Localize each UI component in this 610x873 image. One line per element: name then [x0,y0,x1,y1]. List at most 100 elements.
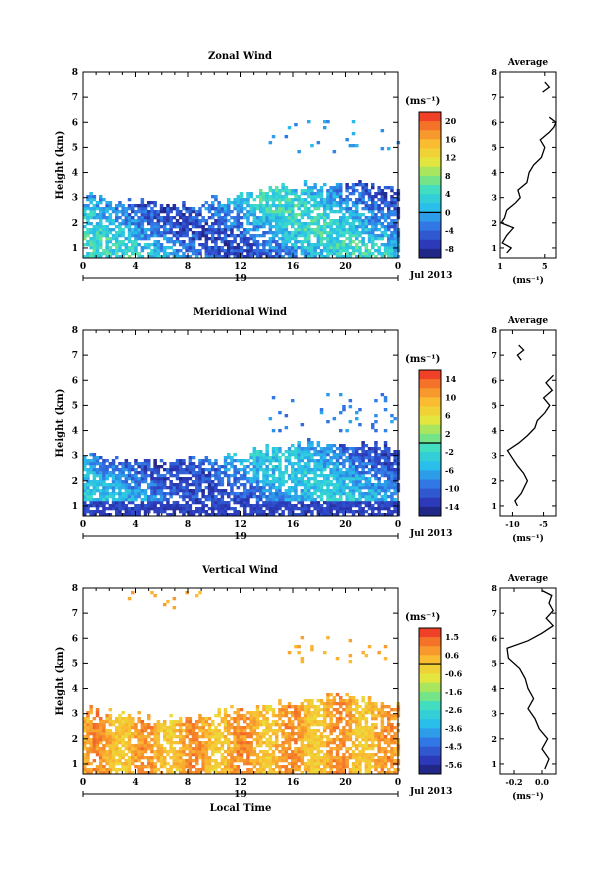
heatmap-cell [243,483,247,487]
heatmap-cell [265,447,269,451]
heatmap-cell [230,756,234,760]
heatmap-cell [303,213,308,217]
heatmap-cell [262,756,266,760]
heatmap-cell [252,468,257,472]
heatmap-cell [393,225,397,229]
heatmap-cell [239,726,244,730]
heatmap-cell [115,726,119,730]
heatmap-cell [291,759,295,763]
heatmap-cell [227,732,231,736]
heatmap-cell [326,213,330,217]
heatmap-cell [390,246,394,250]
heatmap-cell [172,222,177,226]
heatmap-cell [268,729,273,733]
heatmap-cell [361,471,365,475]
heatmap-cell [361,186,365,190]
heatmap-cell [271,480,276,484]
heatmap-cell [86,240,90,244]
heatmap-cell [118,768,122,772]
heatmap-cell [255,744,260,748]
heatmap-cell [124,765,129,769]
heatmap-cell [342,246,346,250]
heatmap-cells [83,393,401,517]
heatmap-cell [89,228,93,232]
heatmap-cell [281,765,285,769]
heatmap-cell [367,237,372,241]
heatmap-cell [150,207,154,211]
heatmap-cell [275,492,279,496]
heatmap-cell [230,459,234,463]
heatmap-cell [230,201,234,205]
heatmap-cell [108,762,113,766]
heatmap-cell [275,234,279,238]
heatmap-cell [351,486,356,490]
y-axis-label: Height (km) [55,389,66,458]
heatmap-cell [342,201,346,205]
heatmap-cell [95,228,100,232]
heatmap-cell [243,714,247,718]
heatmap-cell [172,756,177,760]
heatmap-cell [291,237,295,241]
heatmap-cell [303,744,308,748]
heatmap-cell [204,735,209,739]
heatmap-cell [159,501,164,505]
heatmap-cell [361,492,365,496]
heatmap-cell [140,249,145,253]
avg-x-tick-label: 5 [542,261,548,271]
heatmap-cell [172,207,177,211]
heatmap-cell [268,231,273,235]
heatmap-cell [236,726,241,730]
heatmap-cell [275,765,279,769]
heatmap-cell [307,465,311,469]
heatmap-cell [95,768,100,772]
heatmap-cell [316,219,321,223]
heatmap-cell [111,744,116,748]
heatmap-cell [105,732,109,736]
heatmap-cell [329,489,333,493]
heatmap-cell [342,459,346,463]
heatmap-cell [207,726,212,730]
heatmap-cell [159,225,164,229]
heatmap-cell [374,216,378,220]
heatmap-cell [134,480,138,484]
heatmap-cell [284,135,289,139]
heatmap-cell [377,486,381,490]
heatmap-cell [108,738,113,742]
heatmap-cell [281,222,285,226]
heatmap-cell [86,489,90,493]
heatmap-cell [294,123,298,127]
heatmap-cell [339,222,343,226]
heatmap-cell [92,228,97,232]
heatmap-cell [217,513,221,517]
heatmap-cell [291,399,295,403]
heatmap-cell [201,747,205,751]
heatmap-cell [179,741,183,745]
heatmap-cell [124,741,129,745]
heatmap-cell [217,492,221,496]
heatmap-cell [361,198,365,202]
heatmap-cell [172,729,177,733]
heatmap-cell [89,498,93,502]
heatmap-cell [115,216,119,220]
heatmap-cell [287,462,292,466]
heatmap-cell [172,468,177,472]
heatmap-cell [271,210,276,214]
heatmap-cell [172,243,177,247]
heatmap-cell [374,465,378,469]
heatmap-cell [108,252,113,256]
heatmap-cell [188,255,193,259]
heatmap-cell [271,501,276,505]
heatmap-cell [291,453,295,457]
heatmap-cell [367,501,372,505]
heatmap-cell [271,204,276,208]
colorbar-tick-label: -14 [445,502,460,512]
heatmap-cell [156,252,161,256]
heatmap-cell [124,477,129,481]
heatmap-cell [214,252,218,256]
heatmap-cell [147,462,151,466]
heatmap-cell [310,222,314,226]
heatmap-cell [371,456,375,460]
heatmap-cell [227,765,231,769]
heatmap-cell [115,213,119,217]
heatmap-cell [393,222,397,226]
